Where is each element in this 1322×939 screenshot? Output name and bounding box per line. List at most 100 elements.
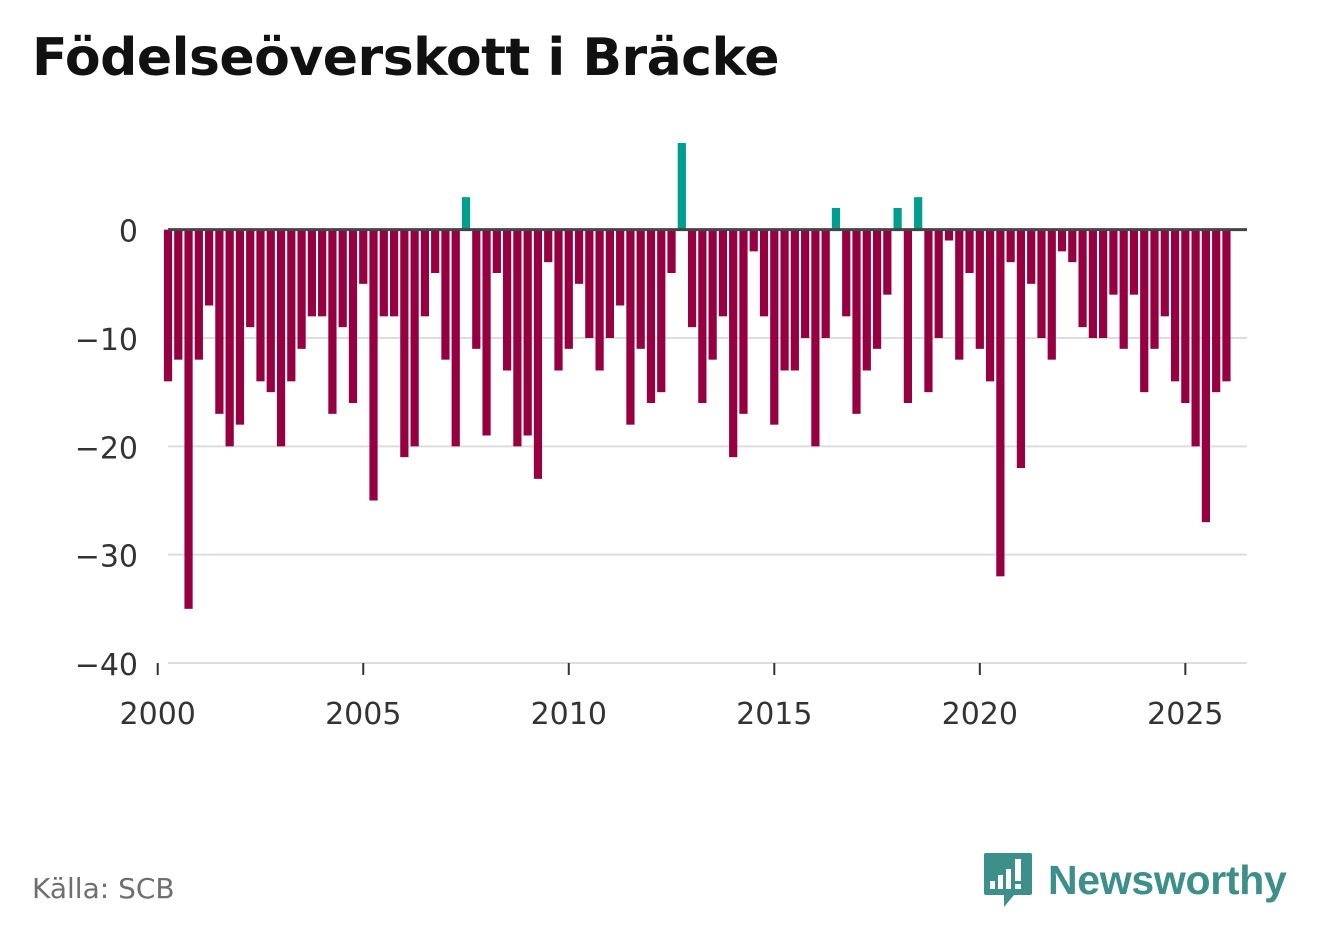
bar	[1212, 229, 1221, 393]
bar	[225, 229, 234, 447]
bar	[441, 229, 450, 360]
bar	[636, 229, 645, 349]
bar-chart: 0 −10 −20 −30 −40 2000 2005 2010 2015 2020 2025	[75, 143, 1247, 732]
bar	[266, 229, 275, 393]
bar	[1068, 229, 1077, 263]
bar	[1057, 229, 1067, 252]
y-tick-label: −30	[75, 540, 138, 575]
bar	[461, 197, 471, 230]
bar	[903, 229, 912, 403]
bar	[307, 229, 316, 317]
bar	[1191, 229, 1200, 447]
y-tick-label: 0	[119, 215, 138, 250]
bar	[667, 229, 676, 273]
grid-lines	[168, 337, 1247, 664]
y-axis: 0 −10 −20 −30 −40	[75, 215, 138, 683]
bar	[1181, 229, 1190, 403]
bar	[194, 229, 203, 360]
bar	[431, 229, 440, 273]
bar	[184, 229, 193, 609]
bar	[883, 229, 892, 295]
bar	[1170, 229, 1180, 382]
bar	[708, 229, 717, 360]
bar	[965, 229, 974, 273]
bar	[944, 229, 954, 241]
bar	[256, 229, 265, 382]
bar	[626, 229, 635, 425]
bar	[759, 229, 769, 317]
bar	[215, 229, 224, 414]
bar	[338, 229, 347, 328]
bar	[996, 229, 1005, 577]
bar	[975, 229, 984, 349]
bar	[451, 229, 460, 447]
bar	[985, 229, 995, 382]
bar	[914, 197, 923, 230]
bar	[862, 229, 871, 371]
bar	[893, 208, 902, 230]
bar	[544, 229, 553, 263]
bar	[246, 229, 255, 328]
bar	[204, 229, 214, 306]
y-tick-label: −20	[75, 431, 138, 466]
bar	[1027, 229, 1036, 284]
chart-title: Födelseöverskott i Bräcke	[32, 28, 779, 88]
bar	[533, 229, 543, 479]
bar	[235, 229, 245, 425]
x-axis: 2000 2005 2010 2015 2020 2025	[120, 663, 1224, 732]
bar	[852, 229, 861, 414]
bar	[842, 229, 851, 317]
x-tick-label: 2025	[1147, 697, 1223, 732]
bar	[472, 229, 481, 349]
bar	[729, 229, 738, 458]
source-note: Källa: SCB	[32, 872, 175, 905]
bar	[924, 229, 933, 393]
bar	[585, 229, 594, 338]
bar	[1088, 229, 1097, 338]
x-tick-label: 2015	[736, 697, 812, 732]
bar	[328, 229, 337, 414]
bar	[318, 229, 327, 317]
bar	[1150, 229, 1159, 349]
bar	[687, 229, 697, 328]
bar	[1006, 229, 1015, 263]
y-tick-label: −40	[75, 648, 138, 683]
bar	[1047, 229, 1056, 360]
bar	[605, 229, 614, 338]
bar	[934, 229, 943, 338]
newsworthy-icon	[984, 853, 1032, 907]
bar	[492, 229, 501, 273]
bar	[410, 229, 419, 447]
bar	[801, 229, 810, 338]
bar	[1119, 229, 1128, 349]
newsworthy-logo[interactable]: Newsworthy	[982, 850, 1287, 910]
bar	[287, 229, 296, 382]
bar	[503, 229, 512, 371]
bar	[523, 229, 532, 436]
bar	[1078, 229, 1087, 328]
logo-text: Newsworthy	[1048, 856, 1287, 903]
bar	[657, 229, 666, 393]
bar	[359, 229, 368, 284]
bar	[1160, 229, 1169, 317]
bar	[811, 229, 820, 447]
x-tick-label: 2010	[531, 697, 607, 732]
bar	[400, 229, 409, 458]
bar	[482, 229, 491, 436]
bar	[770, 229, 779, 425]
bar	[1099, 229, 1108, 338]
bar	[379, 229, 388, 317]
bar	[297, 229, 306, 349]
bar	[1016, 229, 1026, 468]
bar	[739, 229, 748, 414]
bar	[513, 229, 522, 447]
bar	[1222, 229, 1231, 382]
bar	[163, 229, 173, 382]
bar	[831, 208, 841, 230]
y-tick-label: −10	[75, 323, 138, 358]
bar	[1037, 229, 1046, 338]
bar	[369, 229, 378, 501]
bar	[348, 229, 358, 403]
bar	[677, 143, 686, 230]
bar	[1201, 229, 1210, 523]
